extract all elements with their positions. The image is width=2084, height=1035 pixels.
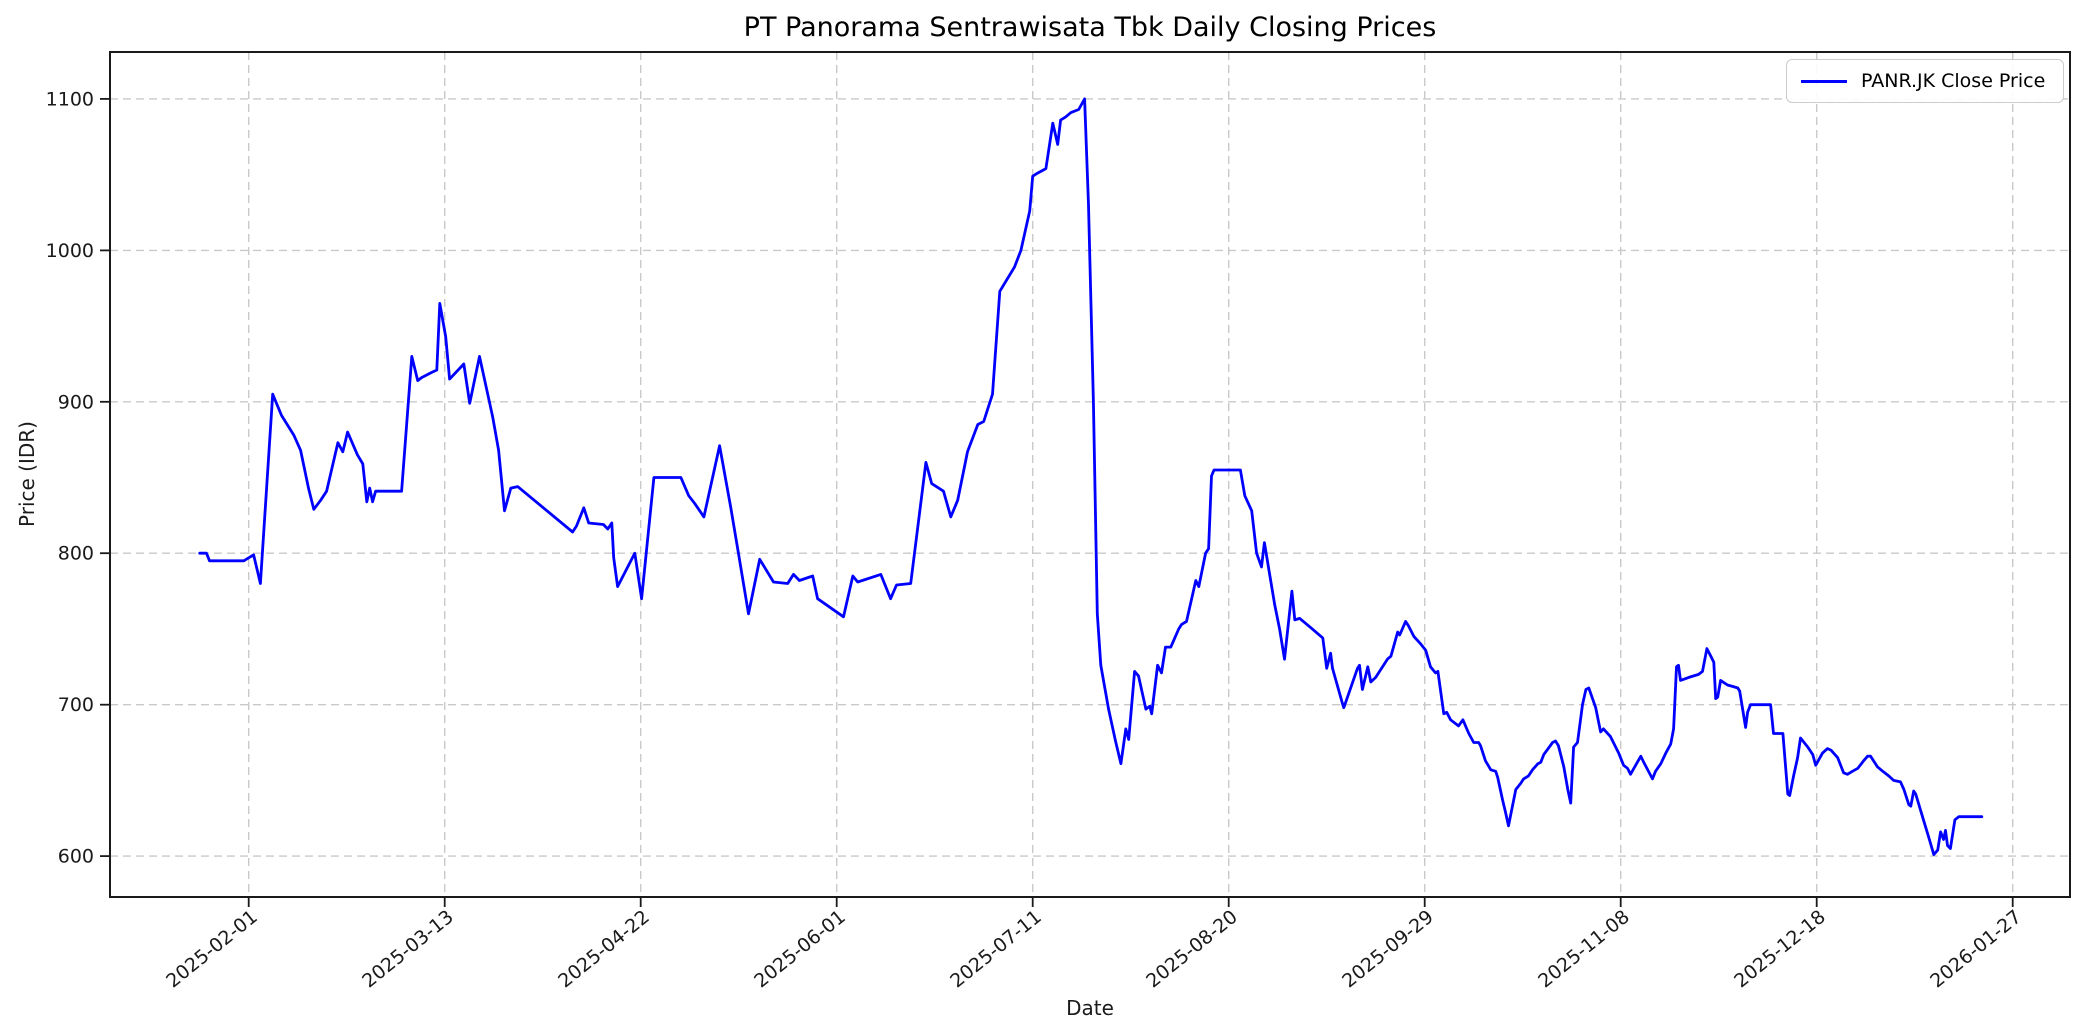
legend-label: PANR.JK Close Price [1861,70,2046,92]
y-tick-label: 1000 [46,240,94,262]
x-tick-label: 2025-07-11 [946,906,1046,993]
x-tick-label: 2025-03-13 [358,906,458,993]
x-tick-label: 2025-09-29 [1338,906,1438,993]
plot-border [109,51,2071,898]
x-tick-label: 2025-12-18 [1730,906,1830,993]
x-tick-label: 2025-06-01 [750,906,850,993]
y-axis-label: Price (IDR) [15,421,39,527]
chart-title: PT Panorama Sentrawisata Tbk Daily Closi… [744,12,1437,43]
x-tick-label: 2025-11-08 [1534,906,1634,993]
legend: PANR.JK Close Price [1786,59,2064,103]
y-tick-label: 900 [58,391,94,413]
y-tick-label: 700 [58,694,94,716]
price-line [198,97,1984,856]
legend-line-swatch [1801,79,1847,83]
y-tick-label: 800 [58,543,94,565]
y-tick-label: 600 [58,846,94,868]
x-tick-label: 2025-04-22 [554,906,654,993]
plot-area: 600 700 800 900 1000 1100 2025-02-01 2025-03-13… [46,51,2071,993]
x-tick-label: 2026-01-27 [1926,906,2026,993]
x-tick-label: 2025-02-01 [162,906,262,993]
x-tick-label: 2025-08-20 [1142,906,1242,993]
y-tick-label: 1100 [46,88,94,110]
x-axis-label: Date [1066,996,1114,1020]
